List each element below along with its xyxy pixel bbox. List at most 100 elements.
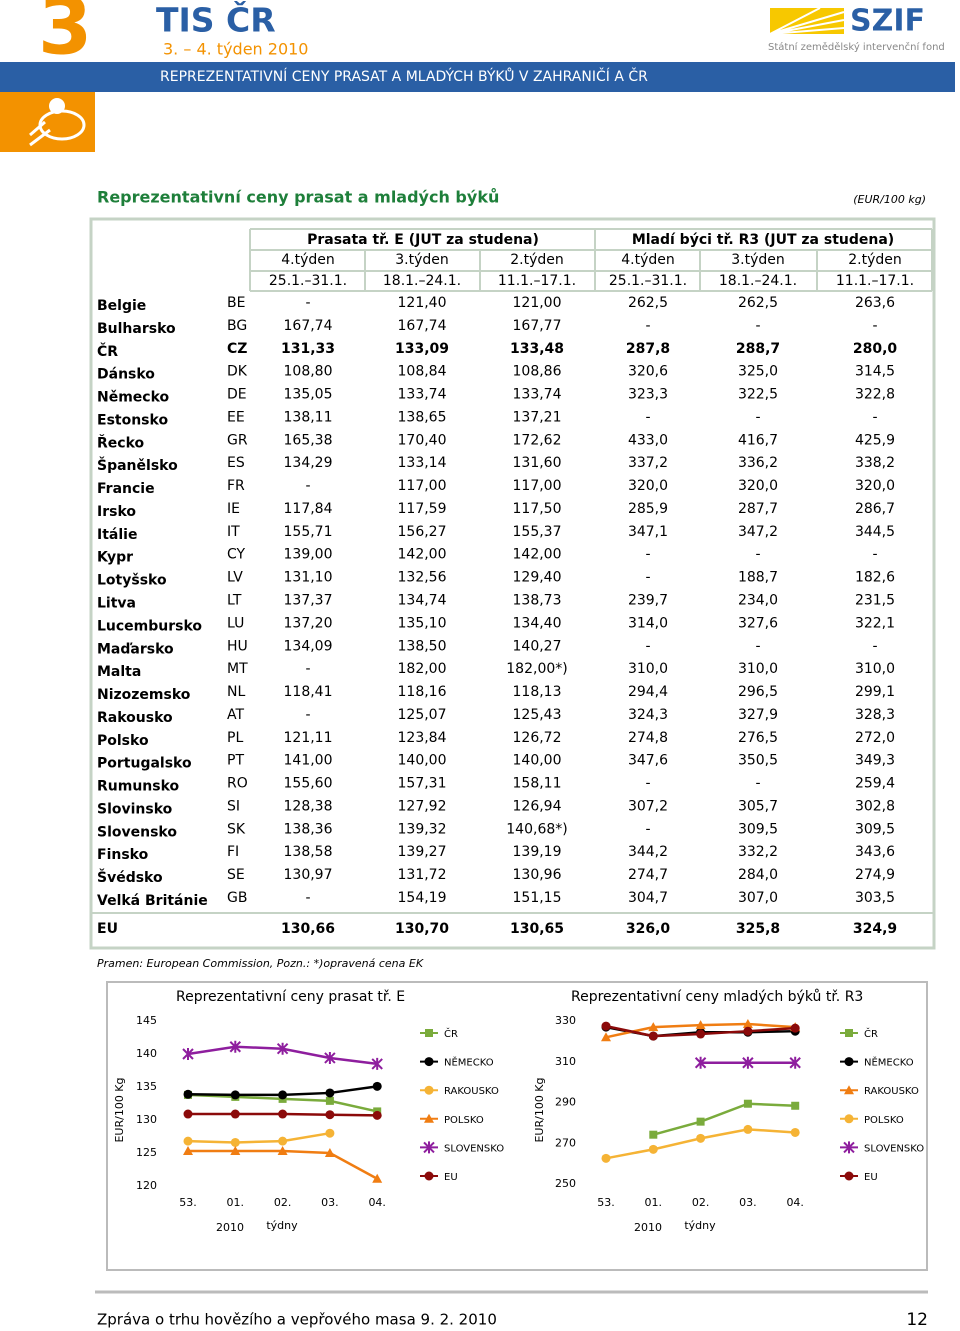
marker <box>648 1144 658 1154</box>
cell: 347,1 <box>628 524 668 540</box>
code: SK <box>227 821 246 837</box>
cell: 347,2 <box>738 524 778 540</box>
cell: 172,62 <box>513 432 562 448</box>
series: ČR <box>184 1027 458 1116</box>
marker <box>424 1113 434 1123</box>
group-header: Prasata tř. E (JUT za studena) <box>307 232 539 248</box>
date-header: 25.1.–31.1. <box>609 273 687 289</box>
cell: 135,10 <box>398 615 447 631</box>
marker <box>695 1020 706 1030</box>
marker <box>845 1029 853 1037</box>
cell: 327,9 <box>738 707 778 723</box>
cell: 259,4 <box>855 776 895 792</box>
cell: 142,00 <box>398 547 447 563</box>
date-header: 25.1.–31.1. <box>269 273 347 289</box>
cell: 285,9 <box>628 501 668 517</box>
cell: 155,71 <box>284 524 333 540</box>
marker <box>325 1110 335 1120</box>
marker <box>324 1051 336 1064</box>
code: GR <box>227 432 248 448</box>
marker <box>790 1023 800 1033</box>
title: Reprezentativní ceny prasat a mladých bý… <box>97 188 499 207</box>
country: Velká Británie <box>97 893 208 909</box>
country: Řecko <box>97 434 145 451</box>
cell: 117,00 <box>513 478 562 494</box>
cell: 132,56 <box>398 570 447 586</box>
cell: - <box>755 547 760 563</box>
country: Maďarsko <box>97 641 174 657</box>
cell: 133,48 <box>510 341 564 357</box>
marker <box>696 1029 706 1039</box>
cell: - <box>645 776 650 792</box>
legend-label: NĚMECKO <box>864 1056 914 1069</box>
country: Kypr <box>97 550 133 566</box>
series-line <box>605 1128 796 1160</box>
cell: 324,3 <box>628 707 668 723</box>
cell: - <box>305 707 310 723</box>
marker <box>278 1109 288 1119</box>
legend-label: POLSKO <box>864 1115 904 1126</box>
cell: - <box>872 547 877 563</box>
cell: 284,0 <box>738 867 778 883</box>
marker <box>743 1124 753 1134</box>
marker <box>183 1109 193 1119</box>
series: ČR <box>649 1027 878 1139</box>
marker <box>425 1029 433 1037</box>
marker <box>844 1171 854 1181</box>
country: Belgie <box>97 298 146 314</box>
cell: 117,59 <box>398 501 447 517</box>
series-line <box>187 1131 331 1144</box>
cell: 425,9 <box>855 432 895 448</box>
series: RAKOUSKO <box>183 1085 499 1147</box>
cell: 131,10 <box>284 570 333 586</box>
cell: 167,74 <box>284 318 333 334</box>
marker <box>277 1146 288 1156</box>
x-tick-label: 53. <box>597 1196 615 1209</box>
cell: 323,3 <box>628 387 668 403</box>
country: Španělsko <box>97 456 178 474</box>
cell: 314,5 <box>855 364 895 380</box>
cell: 294,4 <box>628 684 668 700</box>
marker <box>230 1137 240 1147</box>
series: RAKOUSKO <box>601 1019 919 1097</box>
code: PT <box>227 753 244 769</box>
x-tick-label: 04. <box>368 1196 386 1209</box>
x-tick-label: 02. <box>692 1196 710 1209</box>
code: CY <box>227 547 246 563</box>
cell: 262,5 <box>628 295 668 311</box>
marker <box>601 1032 611 1042</box>
x-tick-label: 01. <box>645 1196 663 1209</box>
group-header: Mladí býci tř. R3 (JUT za studena) <box>632 232 894 248</box>
marker <box>844 1085 854 1095</box>
cell: 416,7 <box>738 432 778 448</box>
country: ČR <box>97 342 118 360</box>
country: Francie <box>97 481 155 497</box>
logo: SZIF <box>850 4 925 39</box>
week-header: 4.týden <box>281 252 335 268</box>
cell: - <box>872 638 877 654</box>
cell: 126,94 <box>513 798 562 814</box>
cell: 133,09 <box>395 341 449 357</box>
cell: 133,74 <box>398 387 447 403</box>
chart-frame <box>106 981 928 1271</box>
cell: 325,0 <box>738 364 778 380</box>
series-line <box>652 1102 796 1136</box>
cell: 309,5 <box>855 821 895 837</box>
y-label: EUR/100 Kg <box>533 1077 546 1142</box>
cell: 320,6 <box>628 364 668 380</box>
code: SI <box>227 798 240 814</box>
cell: 343,6 <box>855 844 895 860</box>
cell: 138,11 <box>284 409 333 425</box>
cell: - <box>645 318 650 334</box>
pig-icon <box>0 92 95 152</box>
x-tick-label: 04. <box>786 1196 804 1209</box>
y-tick-label: 130 <box>136 1113 157 1126</box>
cell: 131,60 <box>513 455 562 471</box>
cell: 349,3 <box>855 753 895 769</box>
week: 3. – 4. týden 2010 <box>163 40 308 59</box>
y-tick-label: 250 <box>555 1177 576 1190</box>
marker <box>648 1031 658 1041</box>
marker <box>742 1056 754 1069</box>
marker <box>230 1090 240 1100</box>
marker <box>230 1146 241 1156</box>
